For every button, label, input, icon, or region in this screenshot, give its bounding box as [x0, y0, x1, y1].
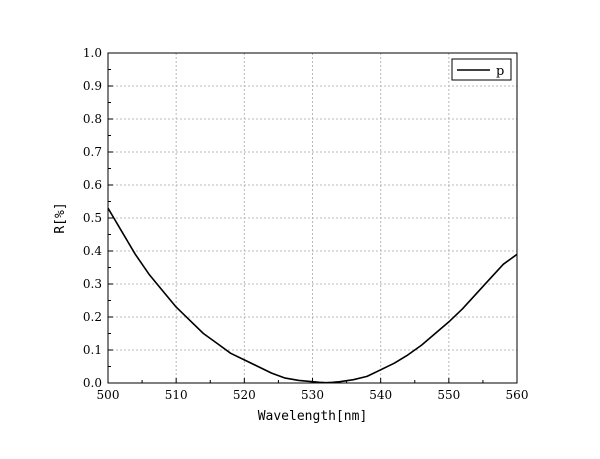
x-axis-label: Wavelength[nm]: [258, 409, 368, 424]
y-tick-label: 0.1: [83, 343, 102, 357]
grid-lines: [108, 53, 517, 383]
legend-label-p: p: [496, 64, 504, 79]
y-tick-label: 0.5: [83, 211, 102, 225]
x-tick-label: 520: [233, 388, 256, 402]
y-tick-label: 0.2: [83, 310, 102, 324]
y-tick-label: 0.4: [83, 244, 102, 258]
x-tick-label: 540: [369, 388, 392, 402]
y-tick-label: 1.0: [83, 46, 102, 60]
x-tick-label: 510: [165, 388, 188, 402]
x-tick-label: 560: [506, 388, 529, 402]
legend: p: [451, 58, 512, 81]
x-tick-label: 530: [301, 388, 324, 402]
y-axis-label: R[%]: [53, 202, 68, 233]
y-tick-label: 0.7: [83, 145, 102, 159]
y-tick-label: 0.6: [83, 178, 102, 192]
series-layer: [107, 207, 518, 384]
y-tick-label: 0.8: [83, 112, 102, 126]
plot-frame: [107, 52, 518, 384]
tick-labels: 500 510 520 530 540 550 560 0.0 0.1 0.2 0.3 0.4 0.5 0…: [83, 46, 529, 402]
x-tick-label: 500: [97, 388, 120, 402]
x-tick-label: 550: [437, 388, 460, 402]
y-tick-label: 0.0: [83, 376, 102, 390]
y-tick-label: 0.9: [83, 79, 102, 93]
y-tick-label: 0.3: [83, 277, 102, 291]
series-line-p: [107, 207, 518, 384]
